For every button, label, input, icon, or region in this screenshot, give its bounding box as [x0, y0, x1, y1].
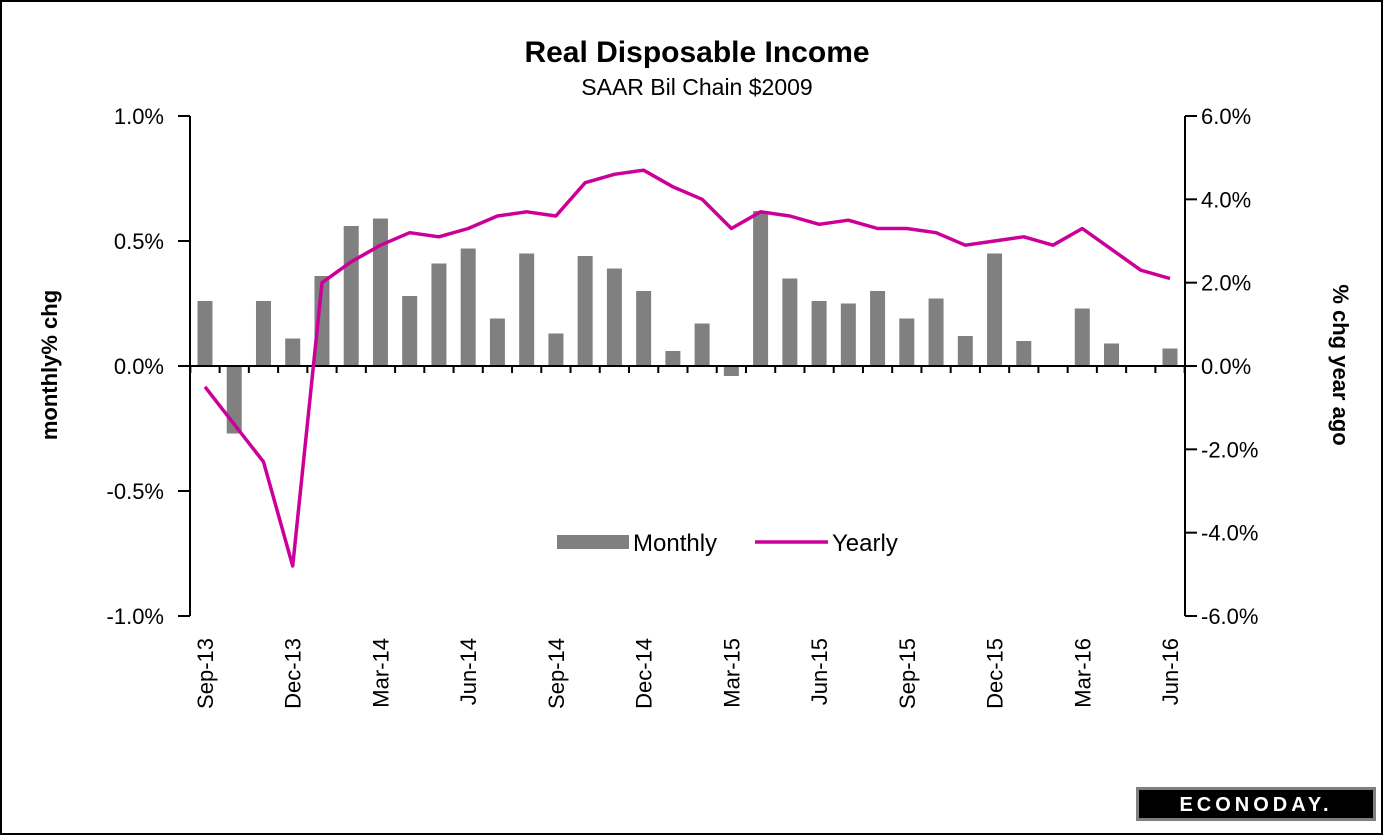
- x-tick-label: Jun-14: [456, 638, 481, 705]
- chart-subtitle: SAAR Bil Chain $2009: [581, 74, 812, 100]
- axes: [178, 115, 1197, 617]
- bar-monthly-Nov-14: [606, 268, 622, 366]
- x-tick-label: Mar-14: [368, 638, 393, 708]
- x-tick-label: Sep-14: [544, 638, 569, 709]
- x-tick-label: Mar-16: [1070, 638, 1095, 708]
- bar-monthly-Feb-15: [694, 323, 710, 366]
- x-tick-label: Sep-15: [895, 638, 920, 709]
- bar-monthly-Apr-14: [402, 296, 418, 366]
- x-tick-label: Mar-15: [719, 638, 744, 708]
- monthly-bars: [197, 211, 1178, 434]
- right-tick-label: -6.0%: [1201, 604, 1258, 629]
- bar-monthly-Oct-13: [226, 366, 242, 434]
- bar-monthly-Jun-16: [1162, 348, 1178, 366]
- left-tick-label: 0.5%: [114, 229, 164, 254]
- left-axis-title: monthly% chg: [37, 290, 62, 440]
- bar-monthly-Feb-14: [343, 226, 359, 366]
- right-tick-label: 6.0%: [1201, 104, 1251, 129]
- bar-monthly-Mar-15: [723, 366, 739, 376]
- right-tick-label: 0.0%: [1201, 354, 1251, 379]
- left-tick-label: -0.5%: [107, 479, 164, 504]
- bar-monthly-Jun-14: [460, 248, 476, 366]
- bar-monthly-Aug-15: [870, 291, 886, 366]
- legend-label-yearly: Yearly: [832, 530, 898, 557]
- bar-monthly-Sep-13: [197, 301, 213, 366]
- x-tick-label: Jun-16: [1158, 638, 1183, 705]
- left-tick-label: -1.0%: [107, 604, 164, 629]
- tick-labels: 1.0% 0.5% 0.0% -0.5% -1.0% 6.0% 4.0% 2.0% 0.0% -2…: [107, 104, 1259, 709]
- x-tick-label: Dec-15: [983, 638, 1008, 709]
- bar-monthly-Jan-16: [1016, 341, 1032, 366]
- bar-monthly-Dec-13: [285, 338, 301, 366]
- x-tick-label: Jun-15: [807, 638, 832, 705]
- x-tick-label: Dec-14: [632, 638, 657, 709]
- bar-monthly-Jan-14: [314, 276, 330, 366]
- econoday-logo: ECONODAY.: [1136, 787, 1376, 821]
- bar-monthly-Aug-14: [519, 253, 535, 366]
- bar-monthly-Oct-15: [928, 298, 944, 366]
- right-tick-label: -2.0%: [1201, 437, 1258, 462]
- right-tick-label: 4.0%: [1201, 187, 1251, 212]
- right-tick-label: 2.0%: [1201, 271, 1251, 296]
- bar-monthly-May-14: [431, 263, 447, 366]
- bar-monthly-Apr-16: [1104, 343, 1120, 366]
- bar-monthly-Nov-15: [957, 336, 973, 366]
- bar-monthly-Dec-15: [987, 253, 1003, 366]
- x-tick-label: Sep-13: [193, 638, 218, 709]
- x-tick-label: Dec-13: [281, 638, 306, 709]
- bar-monthly-Jan-15: [665, 351, 681, 366]
- bar-monthly-Dec-14: [636, 291, 652, 366]
- right-axis-title: % chg year ago: [1328, 284, 1353, 445]
- yearly-series-line: [203, 168, 1171, 568]
- legend-swatch-monthly: [557, 535, 629, 549]
- legend: Monthly Yearly: [557, 530, 898, 557]
- logo-text: ECONODAY.: [1179, 794, 1332, 816]
- chart-title: Real Disposable Income: [524, 36, 869, 69]
- bar-monthly-Mar-14: [372, 218, 388, 366]
- bar-monthly-Nov-13: [255, 301, 271, 366]
- left-tick-label: 1.0%: [114, 104, 164, 129]
- bar-monthly-Sep-15: [899, 318, 915, 366]
- bar-monthly-Oct-14: [577, 256, 593, 366]
- left-tick-label: 0.0%: [114, 354, 164, 379]
- bar-monthly-Mar-16: [1074, 308, 1090, 366]
- bar-monthly-Apr-15: [753, 211, 769, 366]
- bar-monthly-May-15: [782, 278, 798, 366]
- bar-monthly-Jul-14: [489, 318, 505, 366]
- bar-monthly-Jul-15: [840, 303, 856, 366]
- legend-label-monthly: Monthly: [633, 530, 717, 557]
- bar-monthly-Sep-14: [548, 333, 564, 366]
- bar-monthly-Jun-15: [811, 301, 827, 366]
- right-tick-label: -4.0%: [1201, 521, 1258, 546]
